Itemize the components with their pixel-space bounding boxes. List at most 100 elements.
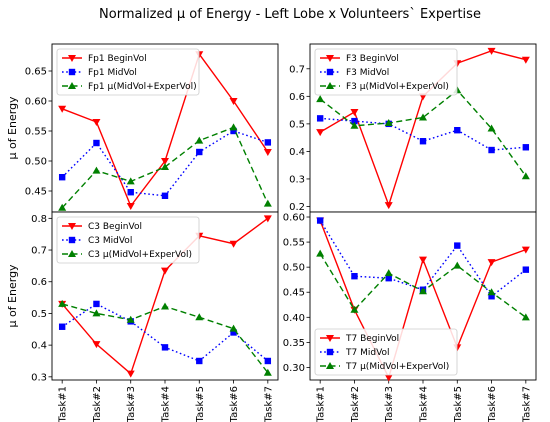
- data-point: [263, 215, 272, 223]
- data-point: [385, 274, 392, 282]
- data-point: [522, 266, 530, 273]
- y-tick-label: 0.4: [289, 147, 305, 158]
- legend-box: [56, 216, 200, 264]
- legend-label: Fp1 μ(MidVol+ExperVol): [88, 82, 197, 92]
- data-point: [316, 129, 325, 137]
- legend-marker: [326, 82, 334, 89]
- x-tick-label: Task#3: [384, 386, 395, 422]
- x-tick-label: Task#7: [521, 386, 532, 422]
- x-tick-label: Task#1: [58, 386, 69, 422]
- data-point: [316, 217, 324, 224]
- data-point: [350, 121, 359, 129]
- data-point: [58, 105, 67, 113]
- data-point: [58, 299, 67, 307]
- data-point: [487, 124, 496, 132]
- x-tick-label: Task#7: [263, 386, 274, 422]
- data-point: [161, 344, 169, 351]
- legend-label: Fp1 BeginVol: [88, 54, 147, 64]
- data-point: [263, 199, 272, 207]
- data-point: [264, 357, 272, 365]
- x-tick-label: Task#6: [229, 386, 240, 422]
- series-3: [58, 123, 272, 211]
- data-point: [92, 119, 101, 126]
- y-tick-label: 0.3: [289, 174, 305, 185]
- y-tick-label: 0.50: [25, 157, 47, 168]
- data-point: [521, 56, 530, 64]
- data-point: [263, 368, 272, 376]
- legend-box: [56, 48, 200, 96]
- legend-label: Fp1 MidVol: [88, 68, 137, 78]
- legend-marker: [326, 335, 334, 342]
- legend: C3 BeginVol C3 MidVol C3 μ(MidVol+ExperVol…: [56, 216, 200, 264]
- data-point: [351, 117, 358, 125]
- x-tick-label: Task#5: [453, 386, 464, 422]
- legend-label: C3 MidVol: [88, 236, 132, 246]
- y-tick-label: 0.8: [31, 214, 47, 225]
- chart-panel-bottom-left: 0.3 0.4 0.5 0.6 0.7 0.8 Task#1 Task#2 Task#3 Task…: [6, 211, 279, 422]
- data-point: [230, 329, 237, 336]
- data-point: [161, 192, 169, 199]
- data-point: [488, 293, 495, 300]
- legend: F3 BeginVol F3 MidVol F3 μ(MidVol+ExperVol…: [314, 48, 458, 96]
- chart-panel-top-left: 0.45 0.50 0.55 0.60 0.65 μ of Energy Fp1 Begin…: [6, 43, 279, 216]
- legend-marker: [68, 68, 76, 76]
- y-tick-label: 0.30: [283, 363, 305, 374]
- data-point: [264, 139, 272, 146]
- data-point: [92, 341, 101, 349]
- legend-marker: [68, 223, 76, 230]
- data-point: [488, 146, 495, 154]
- legend-label: T7 MidVol: [345, 348, 390, 358]
- data-point: [126, 370, 135, 378]
- x-tick-label: Task#3: [126, 386, 137, 422]
- data-point: [316, 95, 325, 103]
- data-point: [126, 203, 135, 210]
- y-tick-label: 0.4: [31, 341, 47, 352]
- series-2: [58, 127, 272, 199]
- data-point: [161, 163, 169, 170]
- data-point: [316, 115, 324, 122]
- legend-label: T7 BeginVol: [345, 334, 399, 344]
- x-tick-label: Task#5: [195, 386, 206, 422]
- legend-label: F3 μ(MidVol+ExperVol): [346, 82, 449, 92]
- y-tick-label: 0.60: [283, 213, 305, 224]
- data-point: [487, 288, 496, 296]
- legend-box: [314, 48, 458, 96]
- data-point: [453, 261, 462, 269]
- data-point: [161, 267, 169, 275]
- x-tick-label: Task#4: [419, 386, 430, 422]
- legend-marker: [68, 250, 76, 257]
- data-point: [521, 246, 530, 254]
- y-tick-label: 0.6: [31, 277, 47, 288]
- data-point: [263, 149, 272, 156]
- series-3: [58, 299, 272, 376]
- x-tick-label: Task#1: [316, 386, 327, 422]
- legend-marker: [326, 348, 334, 356]
- y-tick-label: 0.55: [283, 238, 305, 249]
- data-point: [351, 272, 358, 280]
- data-point: [229, 240, 238, 248]
- data-point: [384, 269, 393, 277]
- y-tick-label: 0.50: [283, 263, 305, 274]
- y-tick-label: 0.45: [25, 187, 47, 198]
- data-point: [126, 315, 135, 323]
- data-point: [419, 138, 427, 145]
- y-tick-label: 0.60: [25, 97, 47, 108]
- data-point: [230, 127, 237, 135]
- data-point: [229, 123, 238, 131]
- legend-label: C3 μ(MidVol+ExperVol): [88, 250, 192, 260]
- data-point: [229, 98, 238, 105]
- data-point: [127, 189, 134, 196]
- data-point: [521, 172, 530, 180]
- figure-title: Normalized μ of Energy - Left Lobe x Vol…: [99, 7, 481, 22]
- y-tick-label: 0.5: [289, 119, 305, 130]
- data-point: [419, 113, 427, 121]
- y-tick-label: 0.3: [31, 372, 47, 383]
- series-3: [316, 249, 530, 321]
- y-axis-label: μ of Energy: [6, 264, 19, 328]
- y-tick-label: 0.40: [283, 313, 305, 324]
- y-tick-label: 0.2: [289, 202, 305, 213]
- data-point: [93, 139, 100, 147]
- chart-panels: 0.45 0.50 0.55 0.60 0.65 μ of Energy Fp1 Begin…: [6, 43, 537, 422]
